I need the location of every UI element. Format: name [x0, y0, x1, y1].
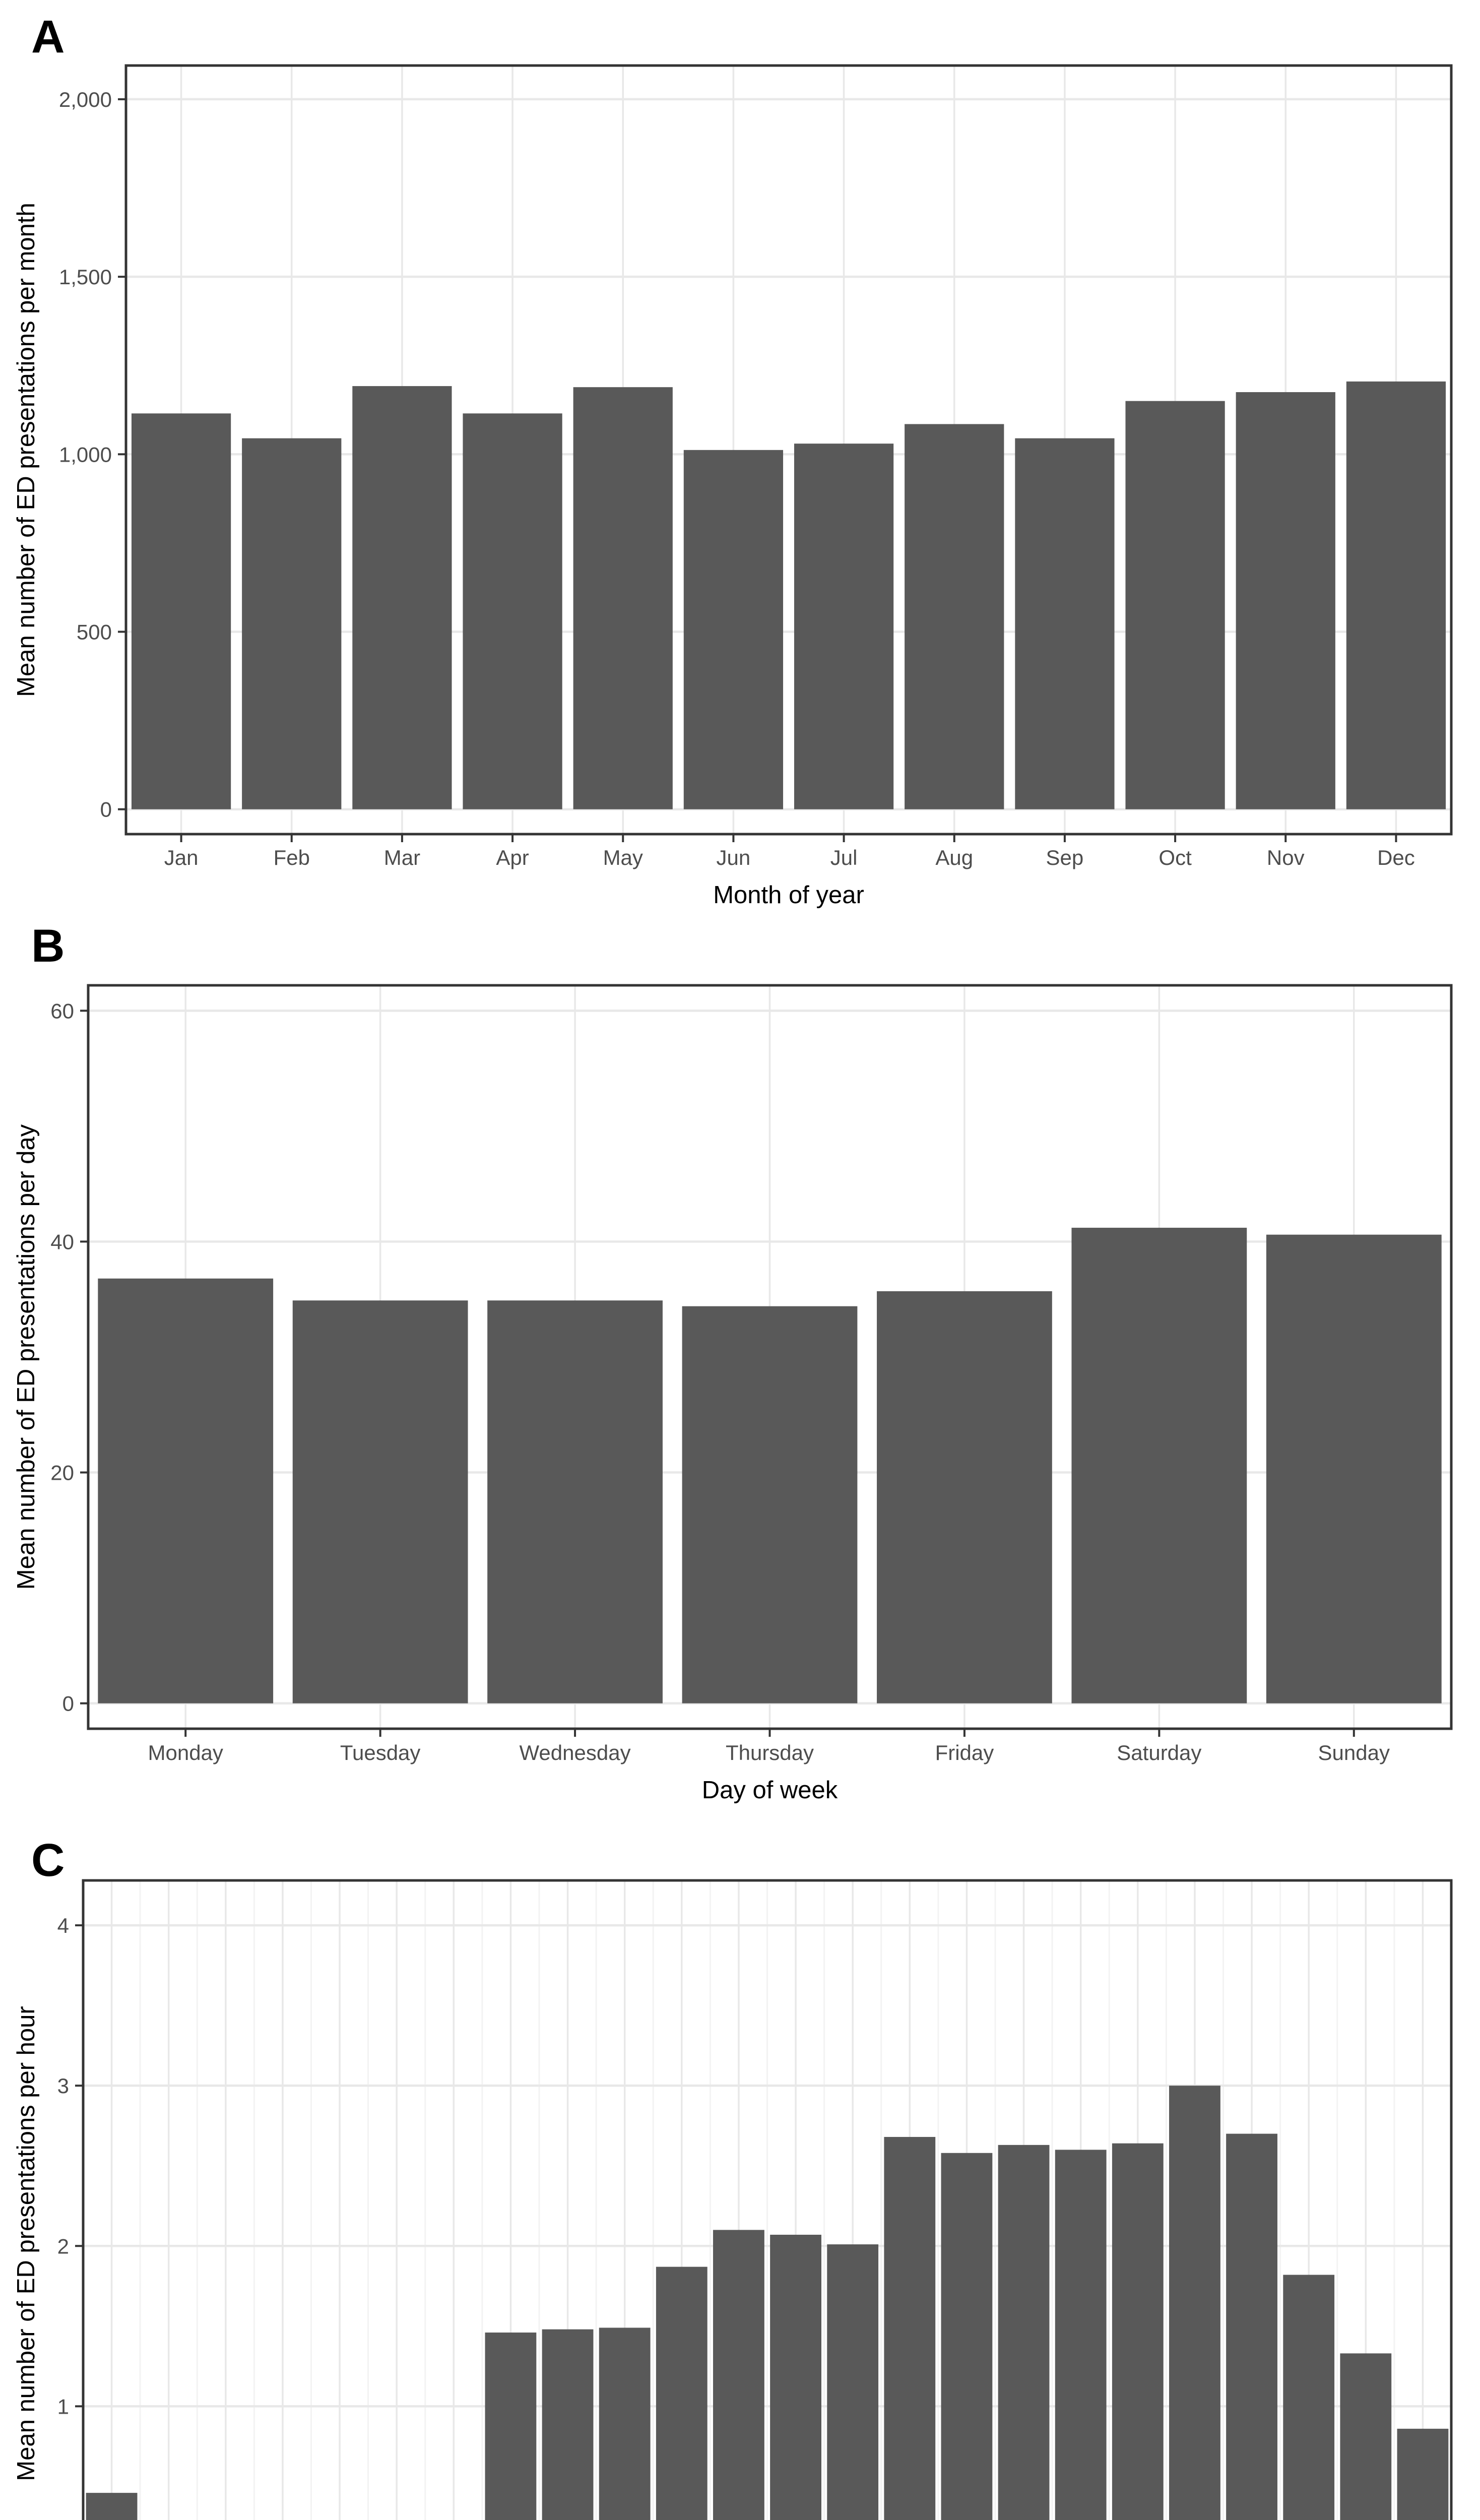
y-tick-label: 2,000: [59, 88, 112, 111]
y-axis-title-c: Mean number of ED presentations per hour: [13, 2006, 40, 2481]
bar-11: [713, 2230, 764, 2520]
bar-apr: [463, 413, 562, 809]
x-tick-label-monday: Monday: [148, 1741, 223, 1765]
x-tick-label-wednesday: Wednesday: [520, 1741, 631, 1765]
x-tick-label-sunday: Sunday: [1318, 1741, 1390, 1765]
bar-dec: [1346, 381, 1446, 809]
bar-nov: [1236, 392, 1335, 809]
x-tick-label-sep: Sep: [1046, 846, 1084, 869]
panel-b: 0 20 40 60 Monday Tuesday Wednesday Thursday Fri…: [13, 920, 1453, 1804]
bar-jul: [794, 444, 894, 809]
x-tick-label-dec: Dec: [1377, 846, 1415, 869]
y-tick-label: 60: [50, 999, 74, 1023]
bar-friday: [877, 1291, 1052, 1704]
y-tick-label: 1: [57, 2395, 69, 2418]
bar-tuesday: [292, 1300, 468, 1704]
panel-a-border: [124, 64, 1453, 836]
bar-may: [573, 387, 673, 809]
x-tick-label-jun: Jun: [717, 846, 751, 869]
bar-21: [1283, 2275, 1335, 2520]
bar-16: [998, 2145, 1050, 2520]
x-tick-label-friday: Friday: [935, 1741, 994, 1765]
x-tick-label-jul: Jul: [830, 846, 858, 869]
bar-aug: [905, 424, 1004, 809]
bar-7: [485, 2333, 537, 2520]
bar-jan: [131, 413, 231, 809]
x-tick-label-may: May: [603, 846, 643, 869]
x-tick-label-jan: Jan: [164, 846, 199, 869]
bar-10: [656, 2266, 707, 2520]
y-tick-label: 0: [100, 798, 112, 822]
bar-17: [1055, 2150, 1107, 2520]
y-tick-label: 0: [62, 1692, 74, 1716]
y-tick-label: 3: [57, 2074, 69, 2098]
y-tick-label: 20: [50, 1461, 74, 1485]
bar-8: [542, 2329, 594, 2520]
bar-thursday: [682, 1306, 858, 1704]
y-tick-label: 40: [50, 1230, 74, 1253]
panel-label-a: A: [31, 11, 65, 62]
x-tick-label-oct: Oct: [1159, 846, 1192, 869]
bar-18: [1112, 2143, 1164, 2520]
bar-feb: [242, 438, 342, 809]
bar-14: [884, 2136, 936, 2520]
x-tick-label-apr: Apr: [496, 846, 529, 869]
panel-label-c: C: [31, 1835, 65, 1886]
x-tick-label-mar: Mar: [384, 846, 420, 869]
y-tick-label: 1,000: [59, 443, 112, 466]
bar-23: [1397, 2428, 1449, 2520]
bar-9: [599, 2327, 651, 2520]
y-axis-title-b: Mean number of ED presentations per day: [13, 1124, 40, 1590]
bar-jun: [683, 450, 784, 809]
y-tick-label: 1,500: [59, 265, 112, 289]
bar-saturday: [1071, 1227, 1247, 1704]
x-tick-label-feb: Feb: [274, 846, 310, 869]
x-tick-label-saturday: Saturday: [1117, 1741, 1201, 1765]
bar-15: [941, 2153, 993, 2520]
bar-monday: [98, 1278, 274, 1704]
x-tick-label-nov: Nov: [1267, 846, 1305, 869]
y-axis-title-a: Mean number of ED presentations per mont…: [13, 203, 40, 697]
y-tick-label: 500: [77, 620, 112, 644]
bar-sep: [1015, 438, 1115, 809]
x-tick-label-aug: Aug: [935, 846, 973, 869]
panel-a-background: [126, 66, 1451, 834]
panel-a: 0 500 1,000 1,500 2,000 Jan Feb Mar Apr May Jun Jul…: [13, 11, 1453, 909]
bar-20: [1226, 2133, 1277, 2520]
bar-sunday: [1266, 1234, 1442, 1704]
bar-12: [770, 2235, 821, 2520]
bar-19: [1169, 2086, 1220, 2520]
bar-13: [827, 2244, 879, 2520]
x-axis-title-a: Month of year: [713, 881, 864, 909]
bar-mar: [352, 386, 452, 809]
y-tick-label: 2: [57, 2234, 69, 2258]
bar-wednesday: [487, 1300, 663, 1704]
x-axis-title-b: Day of week: [702, 1777, 838, 1804]
bar-0: [86, 2493, 138, 2520]
panel-c: 0123401234567891011121314151617181920212…: [13, 1835, 1453, 2520]
y-tick-label: 4: [57, 1914, 69, 1937]
panel-label-b: B: [31, 920, 65, 972]
bar-oct: [1125, 401, 1225, 809]
x-tick-label-thursday: Thursday: [726, 1741, 814, 1765]
x-tick-label-tuesday: Tuesday: [340, 1741, 421, 1765]
bar-22: [1340, 2353, 1392, 2520]
panel-c-border: [82, 1879, 1453, 2520]
